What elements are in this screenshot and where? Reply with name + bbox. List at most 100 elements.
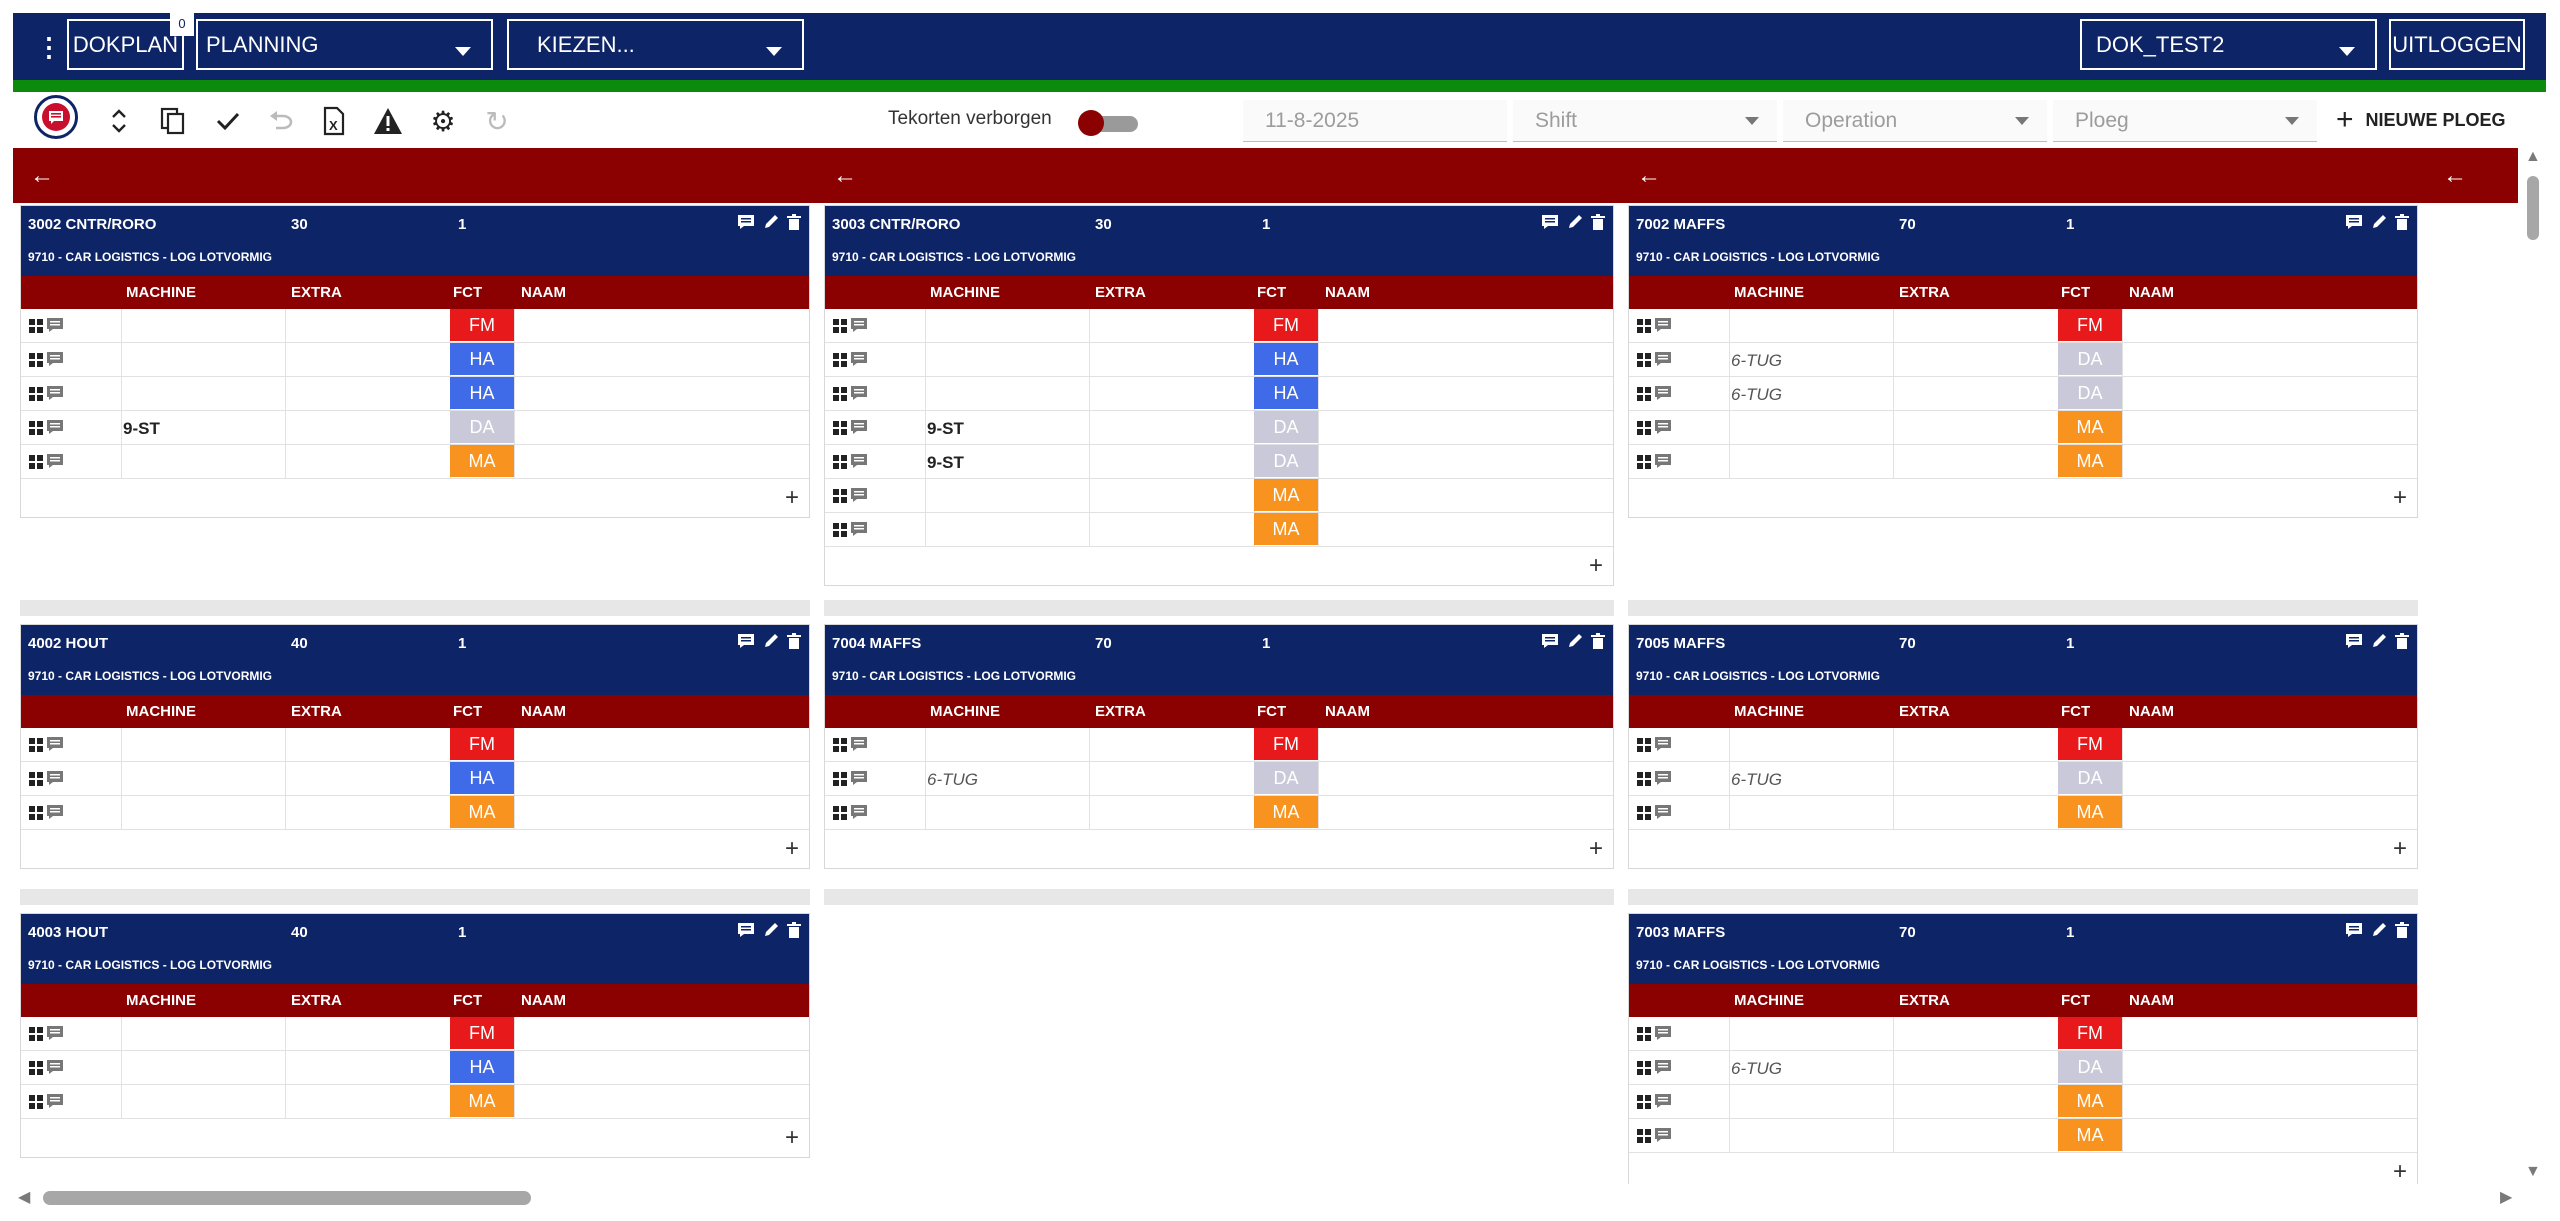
comment-icon[interactable] [851,318,867,332]
fct-badge[interactable]: FM [450,728,514,760]
add-row-plus-icon[interactable]: + [1588,835,1603,862]
drag-grid-icon[interactable] [833,489,847,503]
date-field[interactable]: 11-8-2025 [1243,100,1507,142]
fct-badge[interactable]: DA [2058,1051,2122,1083]
drag-grid-icon[interactable] [1637,1027,1651,1041]
table-row[interactable]: HA [825,343,1613,377]
comment-icon[interactable] [1655,805,1671,819]
table-row[interactable]: 6-TUG DA [1629,377,2417,411]
drag-grid-icon[interactable] [1637,1061,1651,1075]
comment-icon[interactable] [47,420,63,434]
excel-export-icon[interactable]: X [318,104,352,138]
comment-icon[interactable] [1540,631,1560,651]
comment-icon[interactable] [47,771,63,785]
add-row-plus-icon[interactable]: + [2392,484,2407,511]
comment-icon[interactable] [47,1060,63,1074]
comment-icon[interactable] [851,420,867,434]
table-row[interactable]: MA [1629,411,2417,445]
edit-pencil-icon[interactable] [761,920,781,940]
refresh-icon[interactable]: ↻ [485,105,509,137]
drag-grid-icon[interactable] [1637,421,1651,435]
add-row-plus-icon[interactable]: + [2392,1158,2407,1185]
drag-grid-icon[interactable] [833,806,847,820]
fct-badge[interactable]: FM [2058,728,2122,760]
drag-grid-icon[interactable] [29,1095,43,1109]
drag-grid-icon[interactable] [1637,1129,1651,1143]
drag-grid-icon[interactable] [29,353,43,367]
comment-icon[interactable] [851,737,867,751]
comment-icon[interactable] [47,454,63,468]
arrow-left-icon[interactable]: ← [30,162,54,189]
drag-grid-icon[interactable] [1637,353,1651,367]
delete-trash-icon[interactable] [2392,631,2412,651]
drag-grid-icon[interactable] [833,772,847,786]
drag-grid-icon[interactable] [833,387,847,401]
drag-grid-icon[interactable] [29,319,43,333]
fct-badge[interactable]: MA [2058,411,2122,443]
check-icon[interactable] [211,104,245,138]
undo-icon[interactable] [264,104,298,138]
comment-icon[interactable] [1655,352,1671,366]
fct-badge[interactable]: FM [450,309,514,341]
table-row[interactable]: 9-ST DA [825,411,1613,445]
comment-icon[interactable] [1655,318,1671,332]
fct-badge[interactable]: FM [450,1017,514,1049]
scroll-up-icon[interactable]: ▲ [2525,148,2541,165]
fct-badge[interactable]: HA [450,1051,514,1083]
comment-icon[interactable] [851,454,867,468]
table-row[interactable]: 6-TUG DA [1629,343,2417,377]
edit-pencil-icon[interactable] [1565,212,1585,232]
table-row[interactable]: FM [1629,1017,2417,1051]
table-row[interactable]: HA [21,377,809,411]
table-row[interactable]: FM [825,728,1613,762]
drag-grid-icon[interactable] [29,806,43,820]
drag-grid-icon[interactable] [29,1027,43,1041]
comment-icon[interactable] [2344,212,2364,232]
fct-badge[interactable]: MA [450,445,514,477]
table-row[interactable]: 9-ST DA [825,445,1613,479]
dokplan-button[interactable]: DOKPLAN [67,19,184,70]
fct-badge[interactable]: MA [2058,445,2122,477]
comment-icon[interactable] [47,318,63,332]
fct-badge[interactable]: HA [1254,343,1318,375]
logout-button[interactable]: UITLOGGEN [2389,19,2525,70]
scrollbar-thumb[interactable] [43,1191,531,1205]
table-row[interactable]: 6-TUG DA [825,762,1613,796]
site-select[interactable]: DOK_TEST2 [2080,19,2377,70]
table-row[interactable]: HA [21,343,809,377]
warning-icon[interactable] [371,104,405,138]
choose-select[interactable]: KIEZEN... [507,19,804,70]
table-row[interactable]: 9-ST DA [21,411,809,445]
expand-collapse-icon[interactable] [102,104,136,138]
fct-badge[interactable]: MA [1254,479,1318,511]
drag-grid-icon[interactable] [833,523,847,537]
comment-icon[interactable] [47,737,63,751]
comment-icon[interactable] [1655,737,1671,751]
edit-pencil-icon[interactable] [761,631,781,651]
comment-icon[interactable] [1655,1060,1671,1074]
delete-trash-icon[interactable] [1588,212,1608,232]
fct-badge[interactable]: FM [2058,309,2122,341]
edit-pencil-icon[interactable] [2369,920,2389,940]
table-row[interactable]: MA [21,796,809,830]
drag-grid-icon[interactable] [1637,455,1651,469]
fct-badge[interactable]: HA [450,762,514,794]
table-row[interactable]: 6-TUG DA [1629,1051,2417,1085]
fct-badge[interactable]: HA [1254,377,1318,409]
horizontal-scrollbar[interactable] [13,1184,2520,1210]
table-row[interactable]: MA [1629,1119,2417,1153]
comment-icon[interactable] [1655,1128,1671,1142]
scroll-down-icon[interactable]: ▼ [2525,1163,2541,1180]
comment-icon[interactable] [47,1094,63,1108]
fct-badge[interactable]: DA [1254,762,1318,794]
fct-badge[interactable]: MA [2058,1119,2122,1151]
table-row[interactable]: MA [825,479,1613,513]
fct-badge[interactable]: DA [2058,343,2122,375]
delete-trash-icon[interactable] [1588,631,1608,651]
delete-trash-icon[interactable] [784,212,804,232]
table-row[interactable]: MA [1629,1085,2417,1119]
fct-badge[interactable]: MA [450,796,514,828]
fct-badge[interactable]: DA [2058,762,2122,794]
table-row[interactable]: 6-TUG DA [1629,762,2417,796]
delete-trash-icon[interactable] [784,920,804,940]
